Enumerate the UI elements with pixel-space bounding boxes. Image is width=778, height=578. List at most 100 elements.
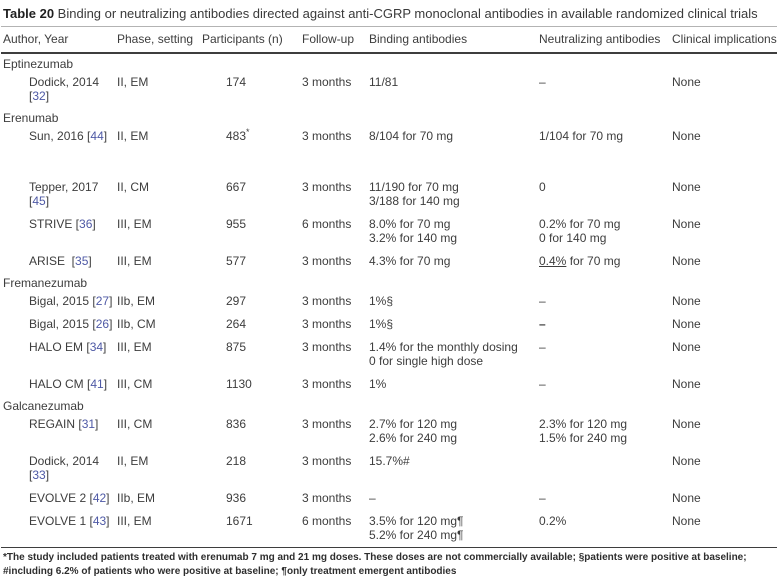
participants-cell: 875 [202,336,302,373]
footnote-line-1: *The study included patients treated wit… [3,551,777,565]
value-text: 2.7% for 120 mg [369,417,457,431]
followup-cell: 3 months [302,487,369,510]
clinical-implications-cell: None [672,373,777,396]
value-text: – [539,294,546,308]
reference-link[interactable]: 45 [32,194,45,208]
value-text: 2.6% for 240 mg [369,431,457,445]
reference-link[interactable]: 33 [32,468,45,482]
value-text: 2.3% for 120 mg [539,417,627,431]
binding-antibodies-cell: 11/81 [369,71,539,108]
followup-cell: 6 months [302,213,369,250]
cell-line: 3/188 for 140 mg [369,194,537,208]
col-header-clinical-implications: Clinical implications [672,27,777,53]
reference-link[interactable]: 27 [96,294,109,308]
followup-cell: 3 months [302,336,369,373]
clinical-implications-cell: None [672,125,777,176]
cell-line: 11/81 [369,75,537,89]
reference-link[interactable]: 35 [75,254,88,268]
cell-line: 2.3% for 120 mg [539,417,670,431]
binding-antibodies-cell: 3.5% for 120 mg¶5.2% for 240 mg¶ [369,510,539,547]
participants-cell: 174 [202,71,302,108]
reference-link[interactable]: 41 [90,377,103,391]
cell-line: 3.5% for 120 mg¶ [369,514,537,528]
binding-antibodies-cell: 8/104 for 70 mg [369,125,539,176]
value-text: – [539,377,546,391]
table-number: Table 20 [3,6,54,21]
binding-antibodies-cell: 15.7%# [369,450,539,487]
cell-line: 0.4% for 70 mg [539,254,670,268]
cell-line: – [539,294,670,308]
phase-setting-cell: IIb, EM [117,290,202,313]
reference-link[interactable]: 32 [32,89,45,103]
clinical-implications-cell: None [672,213,777,250]
reference-link[interactable]: 43 [93,514,106,528]
neutralizing-antibodies-cell: – [539,290,672,313]
participants-cell: 1671 [202,510,302,547]
neutralizing-antibodies-cell: 0.4% for 70 mg [539,250,672,273]
value-text: 1%§ [369,294,393,308]
author-year-cell: REGAIN [31] [1,413,117,450]
cell-line: – [539,377,670,391]
author-year-cell: HALO CM [41] [1,373,117,396]
reference-link[interactable]: 26 [96,317,109,331]
clinical-implications-cell: None [672,313,777,336]
reference-link[interactable]: 34 [90,340,103,354]
phase-setting-cell: III, EM [117,213,202,250]
drug-group-label: Galcanezumab [1,396,777,413]
phase-setting-cell: III, EM [117,336,202,373]
underlined-value: 0.4% [539,254,566,268]
col-header-author-year: Author, Year [1,27,117,53]
value-text: 0 for single high dose [369,354,483,368]
cell-line: – [539,340,670,354]
reference-link[interactable]: 44 [90,129,103,143]
drug-group-row: Galcanezumab [1,396,777,413]
binding-antibodies-cell: 4.3% for 70 mg [369,250,539,273]
author-year-cell: Bigal, 2015 [26] [1,313,117,336]
followup-cell: 3 months [302,250,369,273]
participants-cell: 667 [202,176,302,213]
table-title: Table 20 Binding or neutralizing antibod… [1,5,777,27]
antibodies-table: Author, Year Phase, setting Participants… [1,27,777,547]
table-footnotes: *The study included patients treated wit… [1,547,777,578]
reference-link[interactable]: 31 [82,417,95,431]
neutralizing-antibodies-cell: 0.2% [539,510,672,547]
cell-line: 0.2% for 70 mg [539,217,670,231]
followup-cell: 3 months [302,450,369,487]
reference-link[interactable]: 42 [93,491,106,505]
phase-setting-cell: II, EM [117,125,202,176]
value-text: – [539,491,546,505]
followup-cell: 3 months [302,71,369,108]
value-text: 0 for 140 mg [539,231,606,245]
value-text: 11/190 for 70 mg [369,180,459,194]
value-text: 11/81 [369,75,398,89]
col-header-followup: Follow-up [302,27,369,53]
cell-line: 15.7%# [369,454,537,468]
col-header-neutralizing-antibodies: Neutralizing antibodies [539,27,672,53]
neutralizing-antibodies-cell: – [539,373,672,396]
value-text: 1.5% for 240 mg [539,431,627,445]
value-text: – [369,491,376,505]
author-year-cell: Bigal, 2015 [27] [1,290,117,313]
binding-antibodies-cell: 1%§ [369,290,539,313]
clinical-implications-cell: None [672,487,777,510]
drug-group-row: Erenumab [1,108,777,125]
neutralizing-antibodies-cell: – [539,71,672,108]
reference-link[interactable]: 36 [79,217,92,231]
clinical-implications-cell: None [672,250,777,273]
author-year-cell: EVOLVE 2 [42] [1,487,117,510]
phase-setting-cell: III, EM [117,250,202,273]
value-text: 1% [369,377,386,391]
neutralizing-antibodies-cell: – [539,336,672,373]
